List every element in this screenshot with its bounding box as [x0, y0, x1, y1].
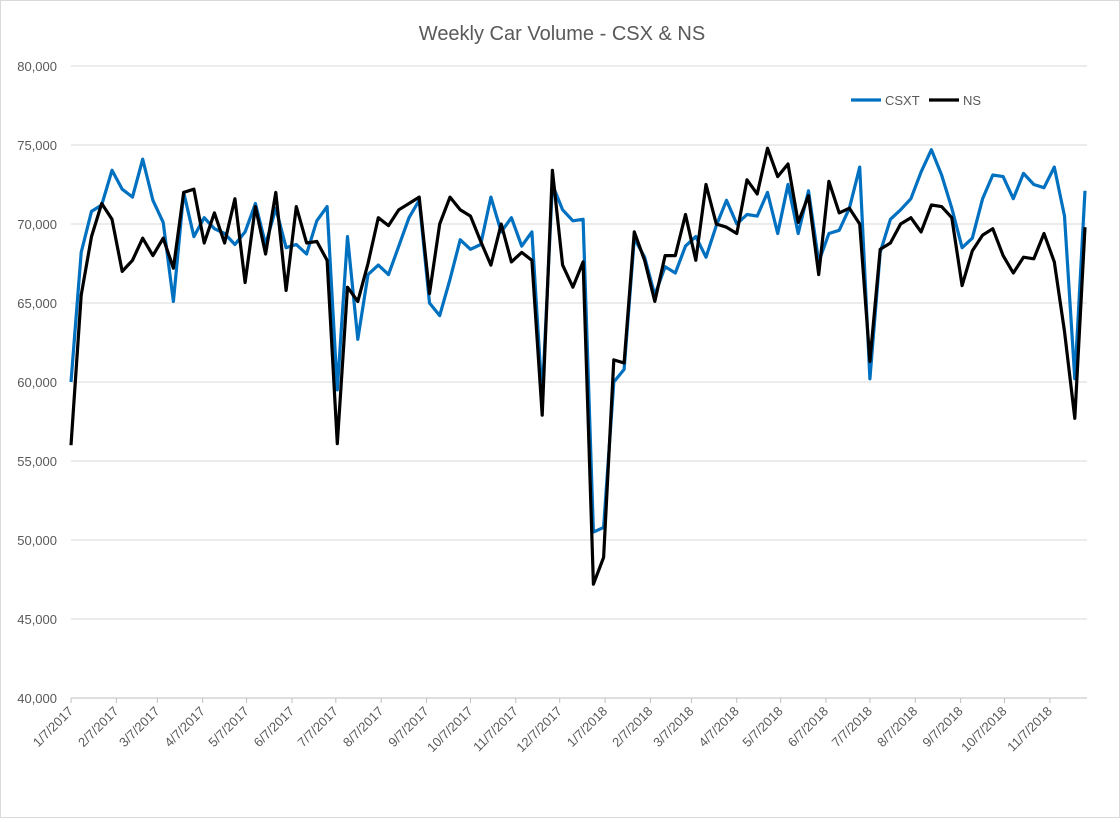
- y-tick-label: 60,000: [17, 375, 57, 390]
- x-tick-label: 1/7/2017: [30, 704, 76, 750]
- y-tick-label: 45,000: [17, 612, 57, 627]
- x-tick-label: 11/7/2018: [1004, 704, 1055, 755]
- x-axis-labels: 1/7/20172/7/20173/7/20174/7/20175/7/2017…: [30, 698, 1055, 755]
- y-tick-label: 40,000: [17, 691, 57, 706]
- x-tick-label: 6/7/2017: [251, 704, 297, 750]
- legend-label-ns: NS: [963, 93, 981, 108]
- x-tick-label: 5/7/2017: [205, 704, 251, 750]
- x-tick-label: 11/7/2017: [470, 704, 521, 755]
- x-tick-label: 4/7/2018: [695, 704, 741, 750]
- y-tick-label: 55,000: [17, 454, 57, 469]
- x-tick-label: 1/7/2018: [564, 704, 610, 750]
- x-tick-label: 2/7/2018: [609, 704, 655, 750]
- x-tick-label: 3/7/2018: [650, 704, 696, 750]
- y-tick-label: 75,000: [17, 138, 57, 153]
- y-tick-label: 50,000: [17, 533, 57, 548]
- x-tick-label: 3/7/2017: [116, 704, 162, 750]
- y-tick-label: 65,000: [17, 296, 57, 311]
- legend: CSXT NS: [851, 93, 981, 108]
- x-tick-label: 8/7/2017: [340, 704, 386, 750]
- series-lines: [69, 146, 1087, 586]
- x-tick-label: 7/7/2018: [829, 704, 875, 750]
- series-line-ns: [69, 146, 1087, 586]
- x-tick-label: 10/7/2017: [424, 704, 476, 756]
- x-tick-label: 2/7/2017: [75, 704, 121, 750]
- legend-label-csxt: CSXT: [885, 93, 920, 108]
- y-tick-label: 80,000: [17, 59, 57, 74]
- y-axis-labels: 40,000 45,000 50,000 55,000 60,000 65,000 70,0…: [17, 59, 57, 706]
- x-tick-label: 6/7/2018: [785, 704, 831, 750]
- gridlines: [71, 65, 1087, 699]
- x-tick-label: 7/7/2017: [295, 704, 341, 750]
- x-tick-label: 4/7/2017: [161, 704, 207, 750]
- chart-title: Weekly Car Volume - CSX & NS: [419, 23, 705, 45]
- x-tick-label: 10/7/2018: [958, 704, 1010, 756]
- y-tick-label: 70,000: [17, 217, 57, 232]
- x-tick-label: 8/7/2018: [874, 704, 920, 750]
- x-tick-label: 12/7/2017: [513, 704, 565, 756]
- x-tick-label: 5/7/2018: [739, 704, 785, 750]
- series-line-csxt: [69, 148, 1087, 534]
